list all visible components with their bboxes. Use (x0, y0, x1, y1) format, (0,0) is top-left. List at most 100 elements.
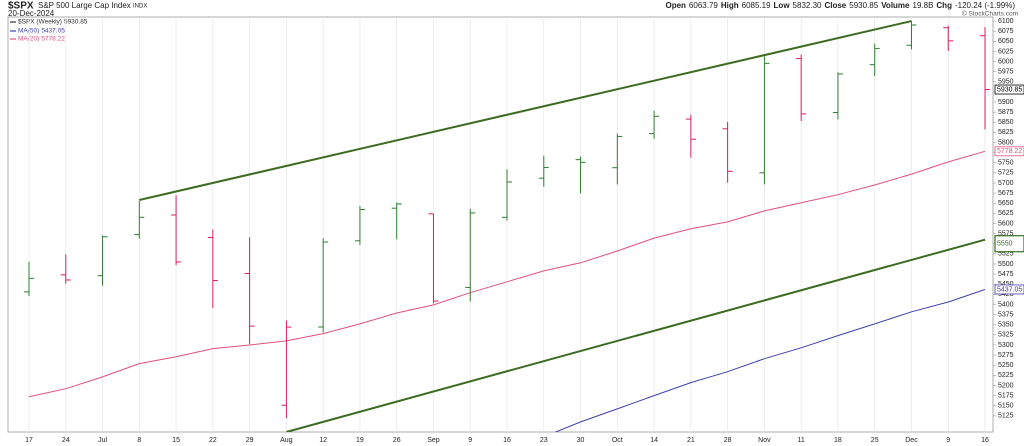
y-tick-label: 5300 (998, 342, 1014, 349)
x-tick-label: Dec (905, 437, 918, 444)
quote-value: -120.24 (-1.99%) (955, 1, 1015, 10)
y-tick-label: 5425 (998, 291, 1014, 298)
y-tick-label: 6000 (998, 58, 1014, 65)
quote-value: 19.8B (913, 1, 934, 10)
y-tick-label: 5625 (998, 210, 1014, 217)
level-marker-label: 5550 (997, 241, 1013, 248)
legend-value: 5437.05 (41, 28, 65, 35)
y-tick-label: 6050 (998, 38, 1014, 45)
x-tick-label: Jul (98, 437, 107, 444)
quote-value: 6085.19 (742, 1, 771, 10)
y-tick-label: 5650 (998, 200, 1014, 207)
x-tick-label: 28 (724, 437, 732, 444)
y-tick-label: 5325 (998, 332, 1014, 339)
y-tick-label: 5575 (998, 230, 1014, 237)
x-tick-label: 23 (540, 437, 548, 444)
y-tick-label: 5125 (998, 413, 1014, 420)
x-tick-label: 29 (246, 437, 254, 444)
x-tick-label: 19 (356, 437, 364, 444)
y-tick-label: 6025 (998, 48, 1014, 55)
plot-frame (7, 16, 994, 433)
y-tick-label: 5350 (998, 322, 1014, 329)
x-tick-label: 12 (319, 437, 327, 444)
y-tick-label: 5750 (998, 160, 1014, 167)
y-tick-label: 5825 (998, 129, 1014, 136)
x-tick-label: Oct (612, 437, 623, 444)
copyright: © StockCharts.com (962, 10, 1018, 18)
exchange: INDX (133, 4, 147, 10)
x-tick-label: 9 (468, 437, 472, 444)
x-tick-label: 14 (650, 437, 658, 444)
legend-value: 5778.22 (41, 36, 65, 43)
quote: Open 6063.79 High 6085.19 Low 5832.30 Close 593… (665, 1, 1015, 10)
y-tick-label: 5850 (998, 119, 1014, 126)
x-tick-label: 11 (798, 437, 805, 444)
quote-label: Chg (936, 1, 952, 10)
close-value-label: 5930.85 (997, 86, 1022, 93)
x-tick-label: 25 (871, 437, 879, 444)
index-name: S&P 500 Large Cap Index (38, 1, 131, 10)
quote-label: Open (665, 1, 686, 10)
legend-value: 5930.85 (64, 19, 88, 26)
quote-label: Volume (881, 1, 910, 10)
y-tick-label: 5950 (998, 79, 1014, 86)
y-tick-label: 5700 (998, 180, 1014, 187)
x-tick-label: 22 (209, 437, 217, 444)
legend-name: $SPX (Weekly) (18, 19, 62, 26)
ma50-value-label: 5437.05 (997, 286, 1022, 293)
trendline (139, 20, 912, 201)
y-tick-label: 5375 (998, 311, 1014, 318)
y-tick-label: 5500 (998, 261, 1014, 268)
x-tick-label: 15 (172, 437, 180, 444)
x-tick-label: Nov (758, 437, 771, 444)
x-tick-label: 30 (577, 437, 585, 444)
ma20-value-label: 5778.22 (997, 148, 1022, 155)
y-tick-label: 5475 (998, 271, 1014, 278)
x-tick-label: 18 (834, 437, 842, 444)
level-marker-box (994, 235, 1024, 253)
ma20-value-box (994, 146, 1024, 157)
moving-average-line (554, 289, 986, 432)
y-tick-label: 5200 (998, 382, 1014, 389)
y-tick-label: 6100 (998, 18, 1014, 25)
moving-average-line (28, 150, 986, 398)
y-tick-label: 5675 (998, 190, 1014, 197)
y-tick-label: 5225 (998, 372, 1014, 379)
date: 20-Dec-2024 (8, 9, 55, 18)
y-tick-label: 5600 (998, 220, 1014, 227)
x-tick-label: 8 (137, 437, 141, 444)
y-tick-label: 5875 (998, 109, 1014, 116)
y-tick-label: 5400 (998, 301, 1014, 308)
y-tick-label: 5275 (998, 352, 1014, 359)
x-tick-label: 17 (25, 437, 33, 444)
ma50-value-box (994, 284, 1024, 295)
quote-value: 5930.85 (849, 1, 878, 10)
x-tick-label: 9 (946, 437, 950, 444)
y-tick-label: 5975 (998, 69, 1014, 76)
x-tick-label: 24 (62, 437, 70, 444)
symbol: $SPX (8, 1, 34, 12)
x-tick-label: 16 (981, 437, 989, 444)
close-value-box (994, 84, 1024, 95)
y-tick-label: 5150 (998, 403, 1014, 410)
y-tick-label: 5525 (998, 251, 1014, 258)
quote-label: Close (824, 1, 846, 10)
quote-label: High (721, 1, 739, 10)
y-tick-label: 5175 (998, 392, 1014, 399)
x-tick-label: 16 (503, 437, 511, 444)
y-tick-label: 5250 (998, 362, 1014, 369)
x-tick-label: 26 (393, 437, 401, 444)
trendline (286, 238, 986, 432)
quote-label: Low (774, 1, 791, 10)
y-tick-label: 5900 (998, 99, 1014, 106)
plot (24, 17, 991, 432)
quote-value: 6063.79 (689, 1, 718, 10)
x-tick-label: Aug (280, 437, 293, 444)
x-tick-label: Sep (427, 437, 440, 444)
x-tick-label: 21 (687, 437, 695, 444)
y-tick-label: 5725 (998, 170, 1014, 177)
quote-value: 5832.30 (793, 1, 822, 10)
y-tick-label: 5800 (998, 139, 1014, 146)
y-tick-label: 6075 (998, 28, 1014, 35)
